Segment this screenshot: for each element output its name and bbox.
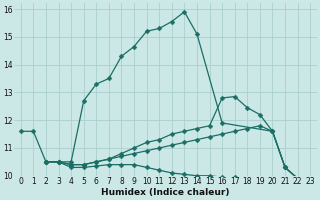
X-axis label: Humidex (Indice chaleur): Humidex (Indice chaleur) [101, 188, 230, 197]
